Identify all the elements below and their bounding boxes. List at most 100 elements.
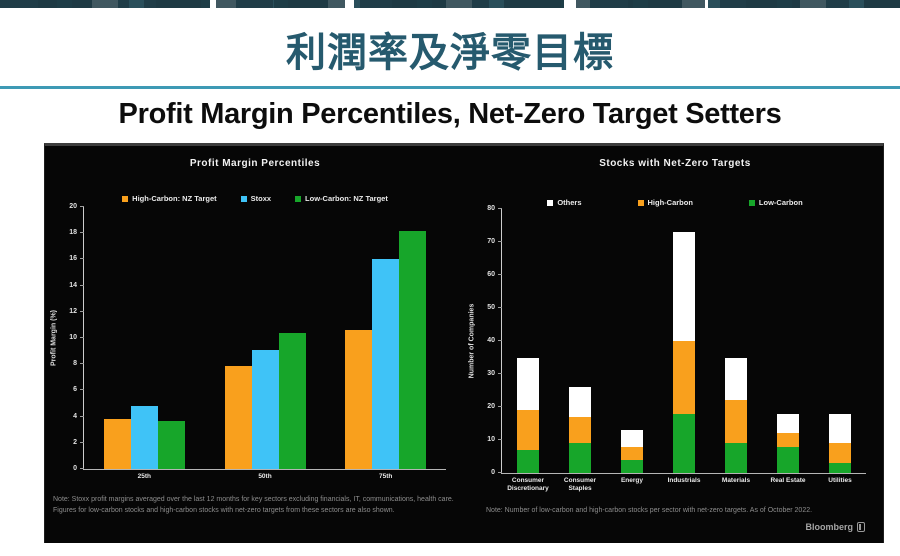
y-tick-mark <box>80 389 84 391</box>
legend-label: Others <box>557 198 582 207</box>
legend-swatch <box>748 199 755 206</box>
left-chart-footnote: Note: Stoxx profit margins averaged over… <box>53 496 454 514</box>
legend-swatch <box>122 195 129 202</box>
y-tick-label: 20 <box>487 403 495 410</box>
x-tick-label: 50th <box>258 473 272 480</box>
y-tick-label: 40 <box>487 337 495 344</box>
bar-high-carbon-nz-target <box>345 330 373 469</box>
title-divider <box>0 86 900 89</box>
bar-segment-high-carbon <box>569 416 591 444</box>
chart-legend: High-Carbon: NZ Target Stoxx Low-Carbon: N… <box>45 194 465 203</box>
chart-profit-margin-percentiles: Profit Margin Percentiles High-Carbon: N… <box>45 146 465 491</box>
bar-high-carbon-nz-target <box>103 419 131 469</box>
x-tick-label: Energy <box>620 477 644 484</box>
y-tick-mark <box>498 406 502 407</box>
x-tick-label: Real Estate <box>770 477 806 484</box>
y-tick-label: 10 <box>487 436 495 443</box>
bar-segment-high-carbon <box>517 410 539 450</box>
slide-subtitle: Profit Margin Percentiles, Net-Zero Targ… <box>118 98 782 130</box>
y-tick-mark <box>80 206 84 207</box>
y-tick-mark <box>498 208 502 209</box>
y-tick-label: 80 <box>487 205 495 212</box>
bar-segment-others <box>517 357 539 411</box>
bar-low-carbon-nz-target <box>278 332 306 469</box>
y-tick-label: 30 <box>487 370 495 377</box>
legend-item-high-carbon-nz-target: High-Carbon: NZ Target <box>122 194 217 203</box>
bar-segment-others <box>569 387 591 417</box>
legend-swatch <box>295 195 302 202</box>
bar-segment-others <box>829 413 851 444</box>
y-tick-mark <box>80 441 84 443</box>
bar-segment-low-carbon <box>517 449 539 473</box>
legend-label: High-Carbon <box>647 198 693 207</box>
y-tick-mark <box>498 439 502 440</box>
y-tick-label: 10 <box>69 334 77 341</box>
y-tick-mark <box>80 363 84 365</box>
y-tick-mark <box>80 232 84 234</box>
bloomberg-label: Bloomberg <box>805 522 853 532</box>
y-tick-label: 8 <box>73 360 77 368</box>
x-tick-label: Consumer Staples <box>563 477 597 493</box>
y-tick-mark <box>80 258 84 260</box>
bar-segment-low-carbon <box>673 413 695 473</box>
y-tick-label: 12 <box>69 307 77 315</box>
bar-segment-others <box>621 430 643 447</box>
y-tick-label: 70 <box>487 238 495 245</box>
bar-segment-high-carbon <box>621 446 643 460</box>
legend-item-others: Others <box>547 198 582 207</box>
y-tick-mark <box>498 472 502 473</box>
y-tick-label: 18 <box>69 229 77 237</box>
y-tick-label: 60 <box>487 271 495 278</box>
legend-item-low-carbon-nz-target: Low-Carbon: NZ Target <box>295 194 388 203</box>
legend-item-low-carbon: Low-Carbon <box>748 198 803 207</box>
chart-legend: Others High-Carbon Low-Carbon <box>465 198 885 207</box>
x-tick-label: Materials <box>721 477 751 484</box>
x-tick-label: 75th <box>378 473 393 480</box>
legend-item-high-carbon: High-Carbon <box>637 198 693 207</box>
bloomberg-logo-icon <box>857 522 865 532</box>
x-tick-label: Consumer Discretionary <box>507 477 549 493</box>
bar-stoxx <box>251 349 279 469</box>
y-axis-label: Profit Margin (%) <box>50 310 58 366</box>
y-tick-label: 0 <box>491 469 495 476</box>
bar-segment-low-carbon <box>725 443 747 473</box>
y-tick-mark <box>498 340 502 341</box>
y-tick-mark <box>498 307 502 308</box>
legend-label: Low-Carbon <box>758 198 803 207</box>
chart-title: Profit Margin Percentiles <box>189 158 321 169</box>
x-tick-label: Utilities <box>828 477 852 484</box>
x-tick-label: Industrials <box>667 477 701 484</box>
y-tick-mark <box>498 274 502 275</box>
bar-stoxx <box>130 406 158 469</box>
y-tick-label: 4 <box>73 412 77 420</box>
bar-low-carbon-nz-target <box>157 420 185 469</box>
bar-segment-high-carbon <box>777 433 799 447</box>
legend-label: Low-Carbon: NZ Target <box>305 194 388 203</box>
legend-label: High-Carbon: NZ Target <box>132 194 217 203</box>
legend-swatch <box>240 195 247 202</box>
bar-segment-high-carbon <box>673 341 695 414</box>
bar-segment-high-carbon <box>829 443 851 464</box>
bar-segment-high-carbon <box>725 400 747 444</box>
y-tick-label: 6 <box>73 386 77 394</box>
chart-title: Stocks with Net-Zero Targets <box>599 158 751 169</box>
bar-segment-low-carbon <box>621 459 643 473</box>
y-tick-label: 0 <box>73 465 77 472</box>
bar-segment-low-carbon <box>777 446 799 473</box>
chart-panel: Profit Margin Percentiles High-Carbon: N… <box>44 143 884 543</box>
y-axis-label: Number of Companies <box>468 303 476 379</box>
bar-segment-low-carbon <box>569 443 591 473</box>
legend-item-stoxx: Stoxx <box>240 194 271 203</box>
bar-segment-low-carbon <box>829 463 851 473</box>
y-tick-label: 16 <box>69 255 77 263</box>
chart-stocks-with-net-zero-targets: Stocks with Net-Zero Targets Others High-… <box>465 146 885 492</box>
right-chart-footnote: Note: Number of low-carbon and high-carb… <box>486 507 813 514</box>
bar-segment-others <box>673 232 695 341</box>
y-tick-label: 20 <box>69 203 77 210</box>
legend-swatch <box>547 199 554 206</box>
bar-low-carbon-nz-target <box>399 230 427 469</box>
plot-area: Number of Companies 0 10 20 30 40 50 60 70 80 Con… <box>469 205 866 492</box>
y-tick-mark <box>80 415 84 417</box>
plot-area: Profit Margin (%) 0 2 4 6 8 10 12 14 16 18 20 25th 5… <box>51 203 446 480</box>
bar-segment-others <box>777 413 799 434</box>
